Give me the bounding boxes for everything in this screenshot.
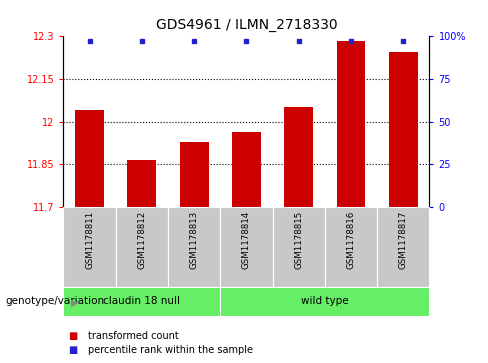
Bar [75,110,104,207]
Bar [63,207,116,287]
Bar [220,207,273,287]
Bar [180,142,208,207]
Bar [232,131,261,207]
Text: GSM1178817: GSM1178817 [399,211,408,269]
Text: ■: ■ [68,331,78,341]
Text: GSM1178815: GSM1178815 [294,211,303,269]
Text: GSM1178814: GSM1178814 [242,211,251,269]
Bar [63,287,220,316]
Text: genotype/variation: genotype/variation [5,296,104,306]
Text: GSM1178816: GSM1178816 [346,211,356,269]
Bar [389,52,418,207]
Text: ▶: ▶ [71,297,78,307]
Title: GDS4961 / ILMN_2718330: GDS4961 / ILMN_2718330 [156,19,337,33]
Bar [116,207,168,287]
Text: transformed count: transformed count [88,331,179,341]
Bar [220,287,429,316]
Text: percentile rank within the sample: percentile rank within the sample [88,345,253,355]
Bar [337,41,366,207]
Text: GSM1178813: GSM1178813 [190,211,199,269]
Bar [168,207,220,287]
Bar [127,160,156,207]
Text: ■: ■ [68,345,78,355]
Bar [325,207,377,287]
Bar [285,107,313,207]
Text: GSM1178811: GSM1178811 [85,211,94,269]
Bar [377,207,429,287]
Text: claudin 18 null: claudin 18 null [103,296,181,306]
Text: wild type: wild type [301,296,349,306]
Bar [273,207,325,287]
Text: GSM1178812: GSM1178812 [137,211,146,269]
